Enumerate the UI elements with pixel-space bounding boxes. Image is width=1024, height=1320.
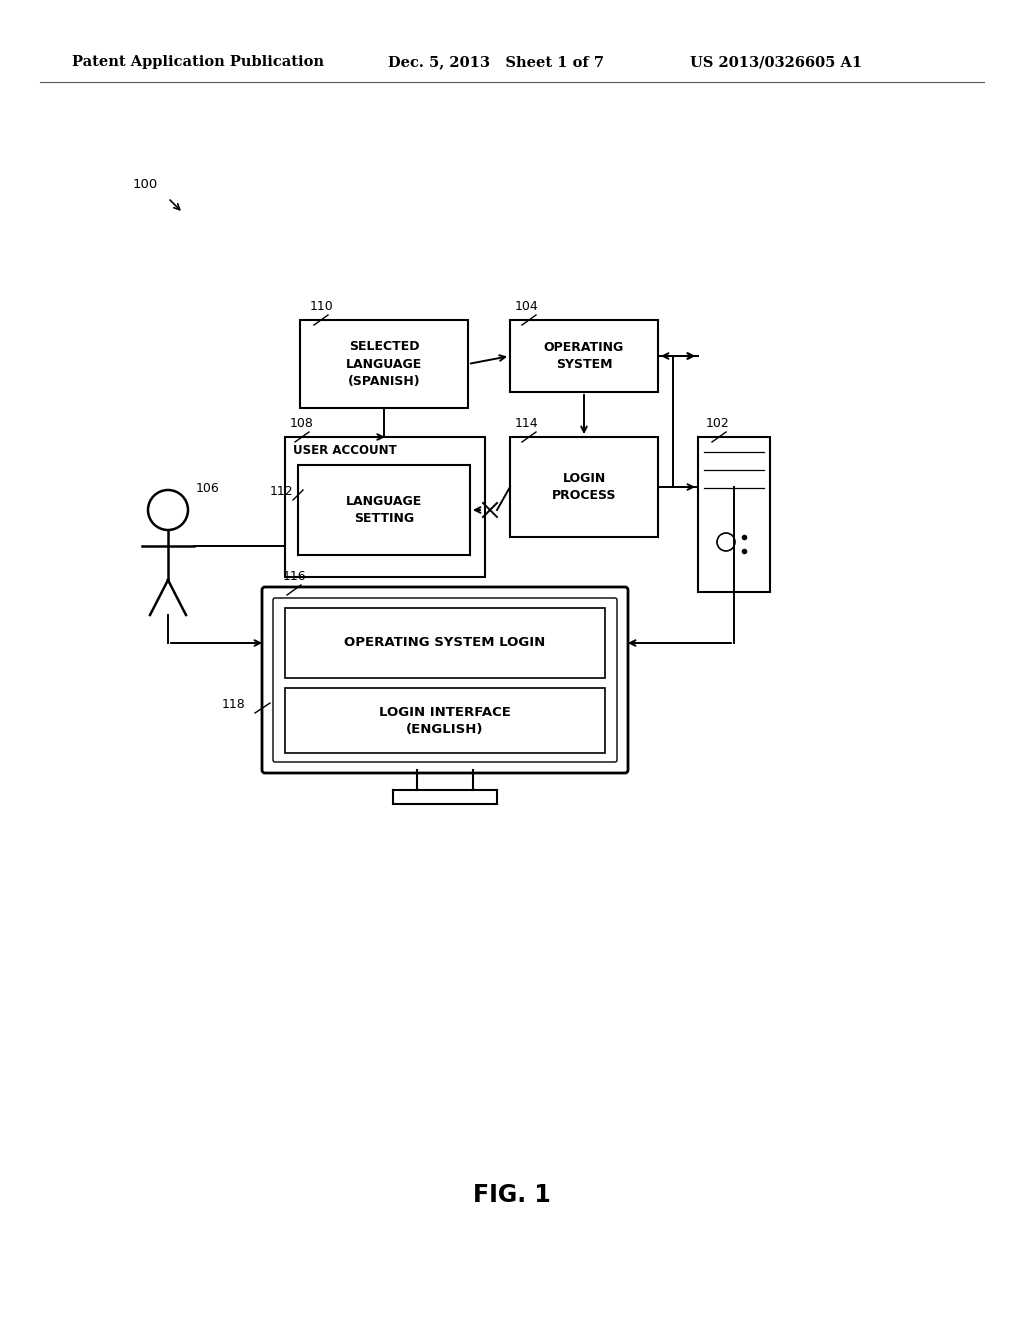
Text: 104: 104	[515, 300, 539, 313]
Text: 114: 114	[515, 417, 539, 430]
Text: US 2013/0326605 A1: US 2013/0326605 A1	[690, 55, 862, 69]
Text: LOGIN INTERFACE
(ENGLISH): LOGIN INTERFACE (ENGLISH)	[379, 705, 511, 735]
Text: 116: 116	[283, 570, 306, 583]
Text: Patent Application Publication: Patent Application Publication	[72, 55, 324, 69]
Text: 106: 106	[196, 482, 220, 495]
FancyBboxPatch shape	[262, 587, 628, 774]
Text: 108: 108	[290, 417, 314, 430]
Bar	[510, 319, 658, 392]
Text: 100: 100	[133, 178, 159, 191]
Text: SELECTED
LANGUAGE
(SPANISH): SELECTED LANGUAGE (SPANISH)	[346, 341, 422, 388]
Text: LOGIN
PROCESS: LOGIN PROCESS	[552, 473, 616, 502]
Text: FIG. 1: FIG. 1	[473, 1183, 551, 1206]
Text: Dec. 5, 2013   Sheet 1 of 7: Dec. 5, 2013 Sheet 1 of 7	[388, 55, 604, 69]
Bar	[510, 437, 658, 537]
Bar	[698, 437, 770, 591]
Text: OPERATING
SYSTEM: OPERATING SYSTEM	[544, 341, 624, 371]
Bar	[285, 688, 605, 752]
Text: 118: 118	[221, 698, 245, 711]
Text: LANGUAGE
SETTING: LANGUAGE SETTING	[346, 495, 422, 525]
Text: 112: 112	[269, 484, 293, 498]
Text: 102: 102	[706, 417, 730, 430]
Text: 110: 110	[310, 300, 334, 313]
FancyBboxPatch shape	[273, 598, 617, 762]
Bar	[285, 609, 605, 678]
Bar	[300, 319, 468, 408]
Text: USER ACCOUNT: USER ACCOUNT	[293, 445, 396, 458]
Bar	[298, 465, 470, 554]
Bar	[285, 437, 485, 577]
Text: OPERATING SYSTEM LOGIN: OPERATING SYSTEM LOGIN	[344, 636, 546, 649]
